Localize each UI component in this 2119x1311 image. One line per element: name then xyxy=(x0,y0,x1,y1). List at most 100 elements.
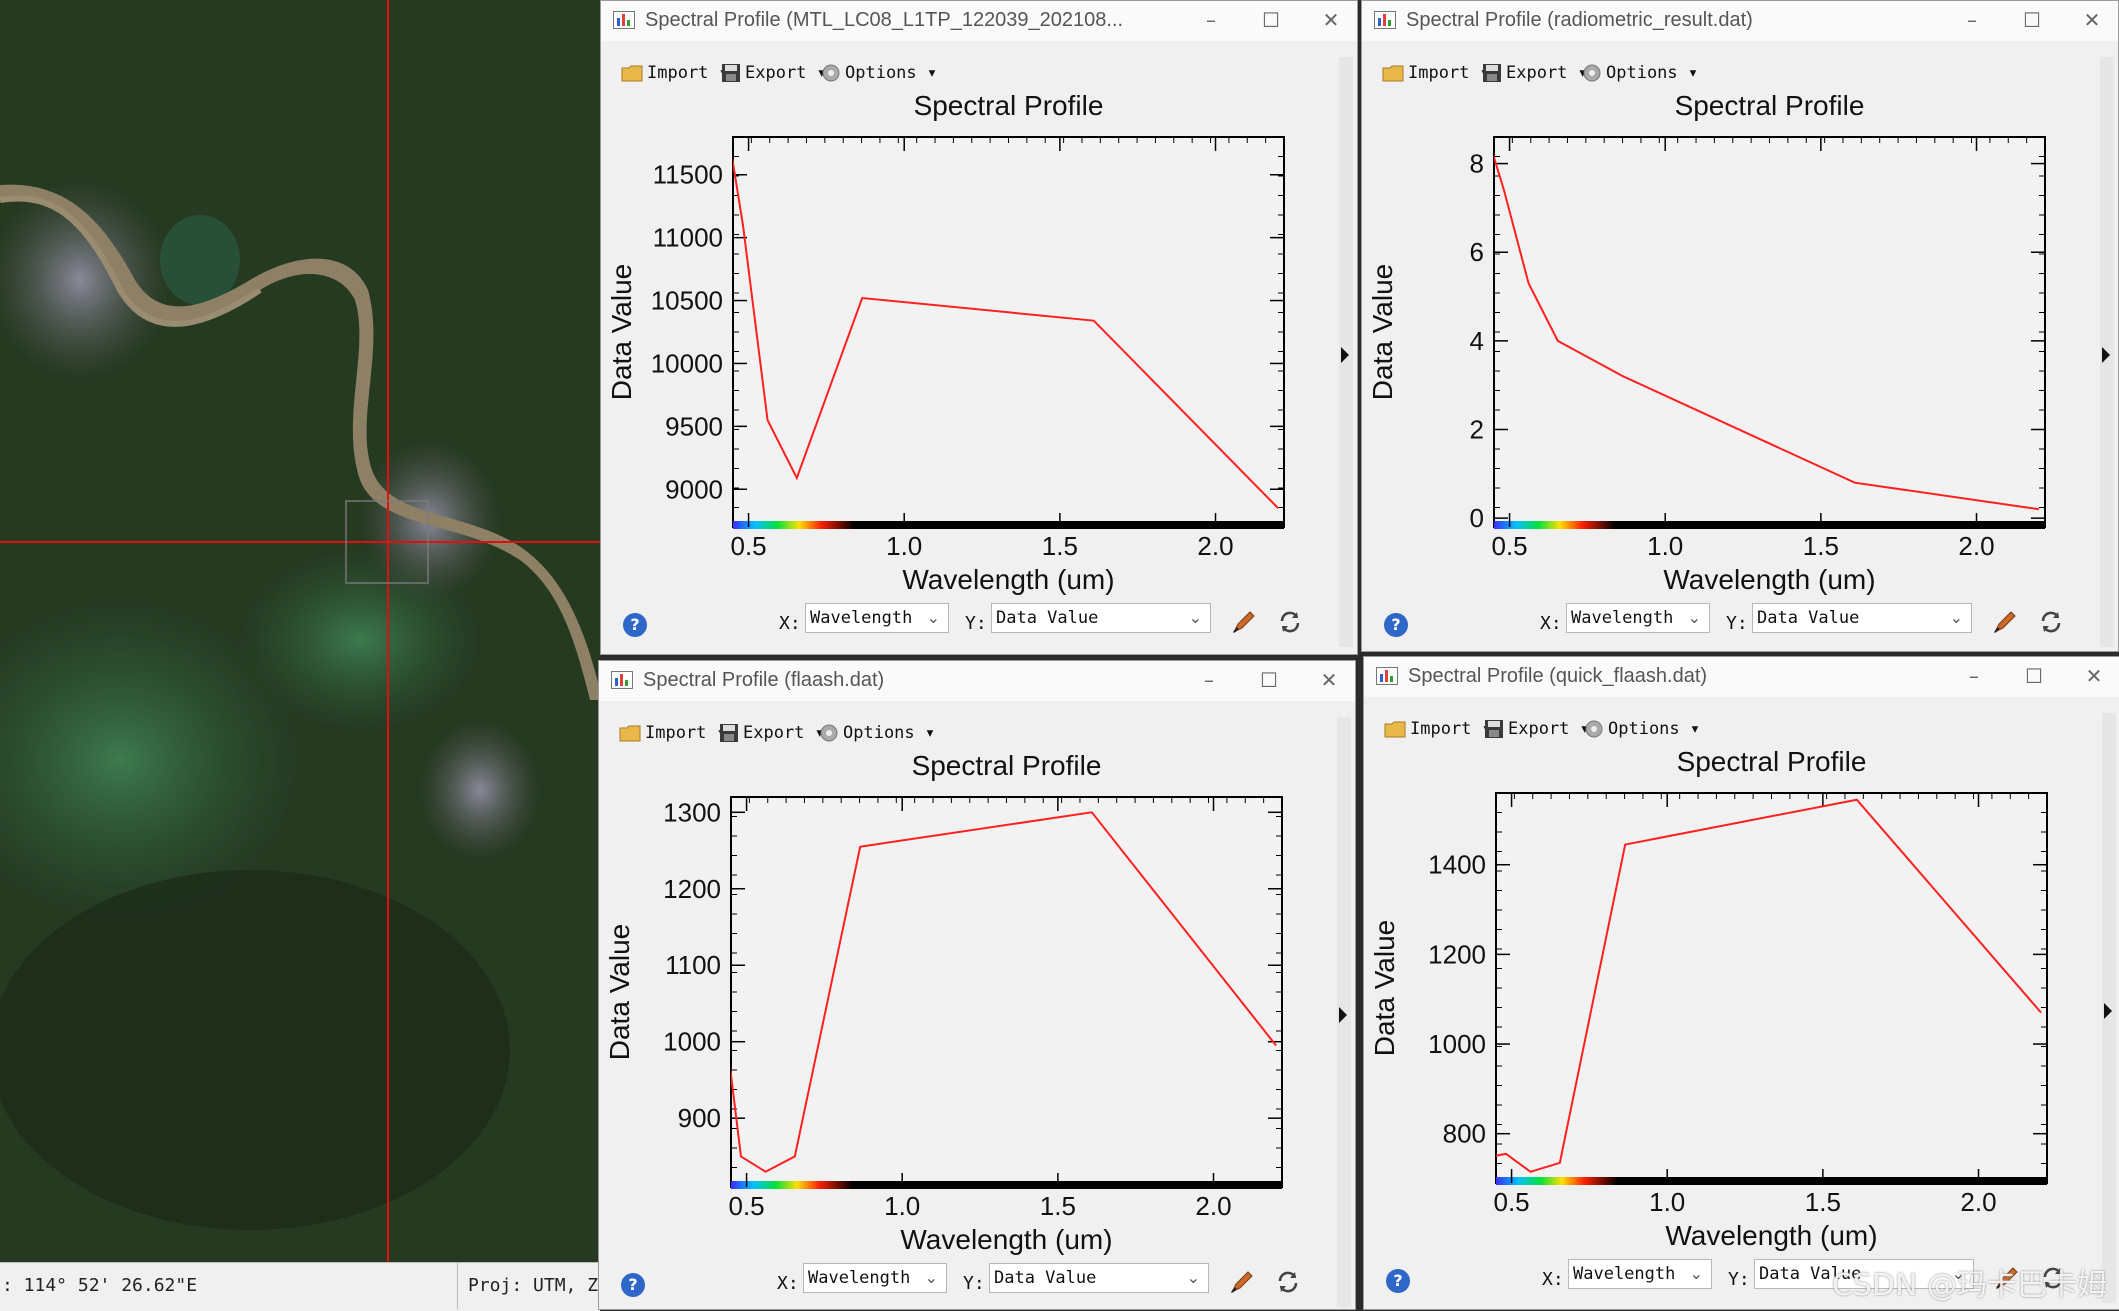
save-icon xyxy=(1482,63,1502,83)
x-axis-select[interactable]: Wavelength ⌄ xyxy=(803,1263,947,1293)
chart-title: Spectral Profile xyxy=(914,90,1104,121)
minimize-button[interactable]: – xyxy=(1189,665,1229,695)
import-menu[interactable]: Import ▾ xyxy=(621,57,729,89)
x-axis-select[interactable]: Wavelength⌄ xyxy=(805,603,949,633)
spectral-profile-window-2[interactable]: Spectral Profile (radiometric_result.dat… xyxy=(1361,0,2119,652)
x-tick-label: 0.5 xyxy=(730,531,766,561)
export-menu[interactable]: Export ▾ xyxy=(719,717,825,749)
maximize-button[interactable]: ☐ xyxy=(1249,665,1289,695)
expand-arrow-icon xyxy=(1339,1007,1347,1023)
export-label: Export xyxy=(745,63,806,83)
y-axis-select[interactable]: Data Value⌄ xyxy=(991,603,1211,633)
image-view[interactable] xyxy=(0,0,600,1262)
pencil-icon[interactable] xyxy=(1229,1269,1255,1295)
spectral-profile-window-3[interactable]: Spectral Profile (flaash.dat) – ☐ ✕ Impo… xyxy=(598,660,1356,1310)
minimize-button[interactable]: – xyxy=(1954,661,1994,691)
x-tick-label: 2.0 xyxy=(1197,531,1233,561)
import-menu[interactable]: Import ▾ xyxy=(1384,713,1492,745)
title-bar[interactable]: Spectral Profile (MTL_LC08_L1TP_122039_2… xyxy=(601,1,1357,41)
x-tick-label: 0.5 xyxy=(728,1191,764,1221)
x-axis-value: Wavelength xyxy=(808,1268,910,1288)
x-axis-select[interactable]: Wavelength⌄ xyxy=(1566,603,1710,633)
help-icon[interactable]: ? xyxy=(1384,613,1408,637)
expand-arrow-icon xyxy=(2104,1003,2112,1019)
folder-icon xyxy=(621,64,643,82)
chart-title: Spectral Profile xyxy=(1675,90,1865,121)
minimize-button[interactable]: – xyxy=(1191,5,1231,35)
options-menu[interactable]: Options ▾ xyxy=(819,717,935,749)
y-axis-label: Y: xyxy=(1726,613,1748,634)
status-bar: : 114° 52' 26.62"E Proj: UTM, Z xyxy=(0,1262,600,1311)
x-axis-select[interactable]: Wavelength ⌄ xyxy=(1568,1259,1712,1289)
import-menu[interactable]: Import ▾ xyxy=(619,717,727,749)
close-button[interactable]: ✕ xyxy=(1311,5,1351,35)
options-menu[interactable]: Options ▾ xyxy=(1584,713,1700,745)
side-panel-toggle[interactable] xyxy=(1339,57,1353,647)
pencil-icon[interactable] xyxy=(1992,609,2018,635)
y-tick-label: 1400 xyxy=(1428,850,1486,880)
spectral-profile-window-4[interactable]: Spectral Profile (quick_flaash.dat) – ☐ … xyxy=(1363,656,2119,1310)
refresh-icon[interactable] xyxy=(1275,1269,1301,1295)
y-axis-title: Data Value xyxy=(1367,264,1398,400)
import-menu[interactable]: Import ▾ xyxy=(1382,57,1490,89)
y-tick-label: 11500 xyxy=(653,160,723,190)
folder-icon xyxy=(619,724,641,742)
close-button[interactable]: ✕ xyxy=(2072,5,2112,35)
refresh-icon[interactable] xyxy=(1277,609,1303,635)
chart-title: Spectral Profile xyxy=(1677,746,1867,777)
save-icon xyxy=(1484,719,1504,739)
title-bar[interactable]: Spectral Profile (radiometric_result.dat… xyxy=(1362,1,2118,41)
export-menu[interactable]: Export ▾ xyxy=(721,57,827,89)
axis-controls: ? X: Wavelength⌄ Y: Data Value⌄ xyxy=(601,601,1341,645)
pencil-icon[interactable] xyxy=(1231,609,1257,635)
options-menu[interactable]: Options ▾ xyxy=(1582,57,1698,89)
title-bar[interactable]: Spectral Profile (flaash.dat) – ☐ ✕ xyxy=(599,661,1355,701)
gear-icon xyxy=(1582,63,1602,83)
y-axis-select[interactable]: Data Value⌄ xyxy=(1752,603,1972,633)
x-axis-value: Wavelength xyxy=(1573,1264,1675,1284)
spectral-profile-window-1[interactable]: Spectral Profile (MTL_LC08_L1TP_122039_2… xyxy=(600,0,1358,655)
y-tick-label: 0 xyxy=(1470,503,1484,533)
y-axis-select[interactable]: Data Value⌄ xyxy=(989,1263,1209,1293)
spectral-profile-icon xyxy=(1374,11,1396,29)
y-tick-label: 1200 xyxy=(663,874,721,904)
chevron-down-icon: ⌄ xyxy=(925,1264,938,1292)
y-axis-title: Data Value xyxy=(1369,920,1400,1056)
chevron-down-icon: ⌄ xyxy=(1690,1260,1703,1288)
export-menu[interactable]: Export ▾ xyxy=(1484,713,1590,745)
refresh-icon[interactable] xyxy=(2038,609,2064,635)
options-menu[interactable]: Options ▾ xyxy=(821,57,937,89)
help-icon[interactable]: ? xyxy=(621,1273,645,1297)
help-icon[interactable]: ? xyxy=(623,613,647,637)
x-tick-label: 1.5 xyxy=(1042,531,1078,561)
close-button[interactable]: ✕ xyxy=(1309,665,1349,695)
side-panel-toggle[interactable] xyxy=(1337,717,1351,1307)
maximize-button[interactable]: ☐ xyxy=(2014,661,2054,691)
gear-icon xyxy=(1584,719,1604,739)
side-panel-toggle[interactable] xyxy=(2100,57,2114,647)
spectral-profile-icon xyxy=(613,11,635,29)
folder-icon xyxy=(1382,64,1404,82)
wavelength-colorbar xyxy=(1496,1177,2047,1185)
y-tick-label: 8 xyxy=(1470,149,1484,179)
close-button[interactable]: ✕ xyxy=(2074,661,2114,691)
maximize-button[interactable]: ☐ xyxy=(1251,5,1291,35)
options-label: Options xyxy=(1606,63,1678,83)
side-panel-toggle[interactable] xyxy=(2102,713,2116,1303)
maximize-button[interactable]: ☐ xyxy=(2012,5,2052,35)
y-axis-title: Data Value xyxy=(606,264,637,400)
y-tick-label: 1100 xyxy=(665,950,721,980)
gear-icon xyxy=(821,63,841,83)
minimize-button[interactable]: – xyxy=(1952,5,1992,35)
spectral-profile-icon xyxy=(611,671,633,689)
export-menu[interactable]: Export ▾ xyxy=(1482,57,1588,89)
spectral-profile-icon xyxy=(1376,667,1398,685)
help-icon[interactable]: ? xyxy=(1386,1269,1410,1293)
title-bar[interactable]: Spectral Profile (quick_flaash.dat) – ☐ … xyxy=(1364,657,2119,697)
x-axis-label: X: xyxy=(1540,613,1562,634)
x-axis-value: Wavelength xyxy=(1571,608,1673,628)
